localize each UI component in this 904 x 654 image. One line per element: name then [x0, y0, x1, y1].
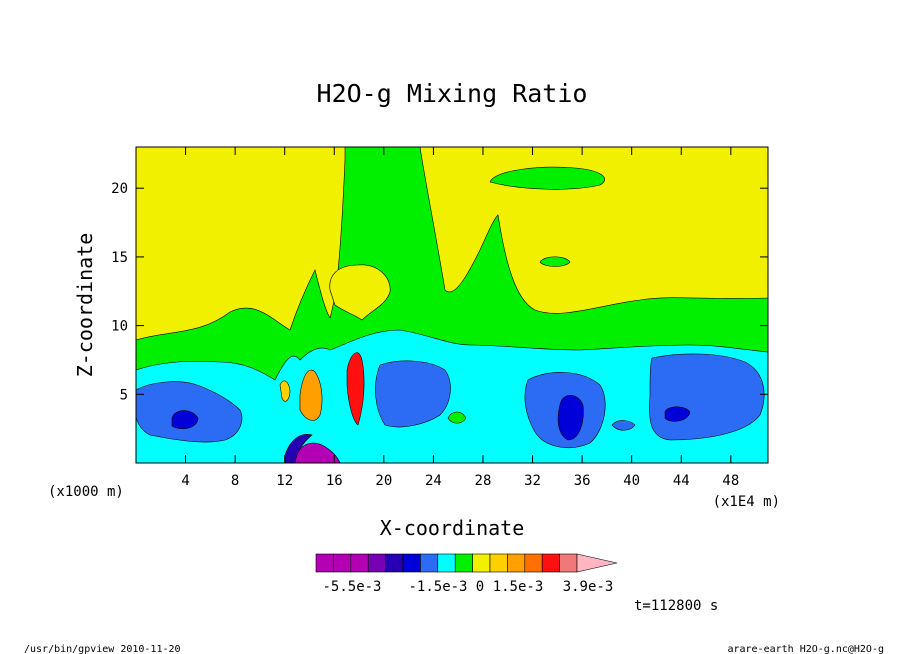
x-tick-label: 24: [425, 473, 442, 489]
x-axis-label: X-coordinate: [380, 516, 525, 540]
colorbar-cell: [489, 553, 508, 573]
contour-region-indigo-base: [284, 434, 313, 463]
x-tick-label: 12: [276, 473, 293, 489]
contour-region-yellow-blob: [329, 264, 391, 321]
colorbar: [315, 553, 618, 573]
footer-right: arare-earth_H2O-g.nc@H2O-g: [727, 644, 884, 654]
colorbar-arrow: [576, 553, 618, 573]
colorbar-cell: [472, 553, 491, 573]
contour-region-blue-mid: [611, 420, 636, 431]
x-tick-label: 44: [673, 473, 690, 489]
colorbar-cell: [385, 553, 404, 573]
colorbar-level-label: 1.5e-3: [493, 579, 544, 595]
time-label: t=112800 s: [634, 598, 718, 614]
y-tick-label: 5: [120, 387, 128, 403]
colorbar-labels: -5.5e-3 -1.5e-3 0 1.5e-3 3.9e-3: [322, 579, 613, 595]
x-tick-label: 20: [375, 473, 392, 489]
colorbar-cell: [420, 553, 439, 573]
contour-region-red-core: [346, 352, 365, 426]
contour-fill: [136, 147, 768, 463]
contour-region-navy-right: [557, 394, 584, 441]
colorbar-level-label: -1.5e-3: [408, 579, 467, 595]
x-tick-label: 4: [181, 473, 189, 489]
colorbar-cell: [559, 553, 578, 573]
colorbar-cell: [333, 553, 352, 573]
colorbar-cell: [315, 553, 334, 573]
x-tick-label: 16: [326, 473, 343, 489]
x-tick-label: 48: [722, 473, 739, 489]
colorbar-level-label: 3.9e-3: [563, 579, 614, 595]
y-tick-label: 10: [111, 319, 128, 335]
colorbar-cell: [524, 553, 543, 573]
contour-region-cyan: [136, 329, 768, 463]
contour-region-purple-base: [294, 442, 341, 463]
footer-left: /usr/bin/gpview 2010-11-20: [24, 644, 181, 654]
contour-region-green-base: [447, 411, 467, 424]
colorbar-cell: [402, 553, 421, 573]
contour-region-navy-far: [664, 406, 691, 422]
y-axis-label: Z-coordinate: [73, 233, 97, 378]
chart-title: H2O-g Mixing Ratio: [317, 79, 588, 108]
colorbar-cell: [541, 553, 560, 573]
contour-region-navy-left: [171, 410, 199, 430]
colorbar-cell: [507, 553, 526, 573]
x-tick-label: 28: [475, 473, 492, 489]
plot-frame: [135, 146, 769, 464]
x-tick-label: 32: [524, 473, 541, 489]
x-axis-ticks: 4 8 12 16 20 24 28 32 36 40 44 48: [181, 147, 739, 489]
colorbar-cell: [350, 553, 369, 573]
contour-region-blue-center: [375, 360, 451, 428]
x-unit-left: (x1000 m): [48, 484, 124, 500]
x-tick-label: 40: [623, 473, 640, 489]
colorbar-level-label: -5.5e-3: [322, 579, 381, 595]
y-tick-label: 15: [111, 250, 128, 266]
colorbar-cell: [454, 553, 473, 573]
contour-region-green-upper: [489, 166, 605, 190]
contour-region-orange-small: [279, 380, 291, 402]
colorbar-level-label: 0: [476, 579, 484, 595]
colorbar-cell: [437, 553, 456, 573]
contour-region-orange-plume: [299, 369, 323, 421]
y-tick-label: 20: [111, 181, 128, 197]
x-tick-label: 8: [231, 473, 239, 489]
contour-region-green-small: [539, 256, 571, 267]
y-axis-ticks: 5 10 15 20: [111, 181, 768, 403]
x-tick-label: 36: [574, 473, 591, 489]
colorbar-cell: [367, 553, 386, 573]
x-unit-right: (x1E4 m): [713, 494, 780, 510]
